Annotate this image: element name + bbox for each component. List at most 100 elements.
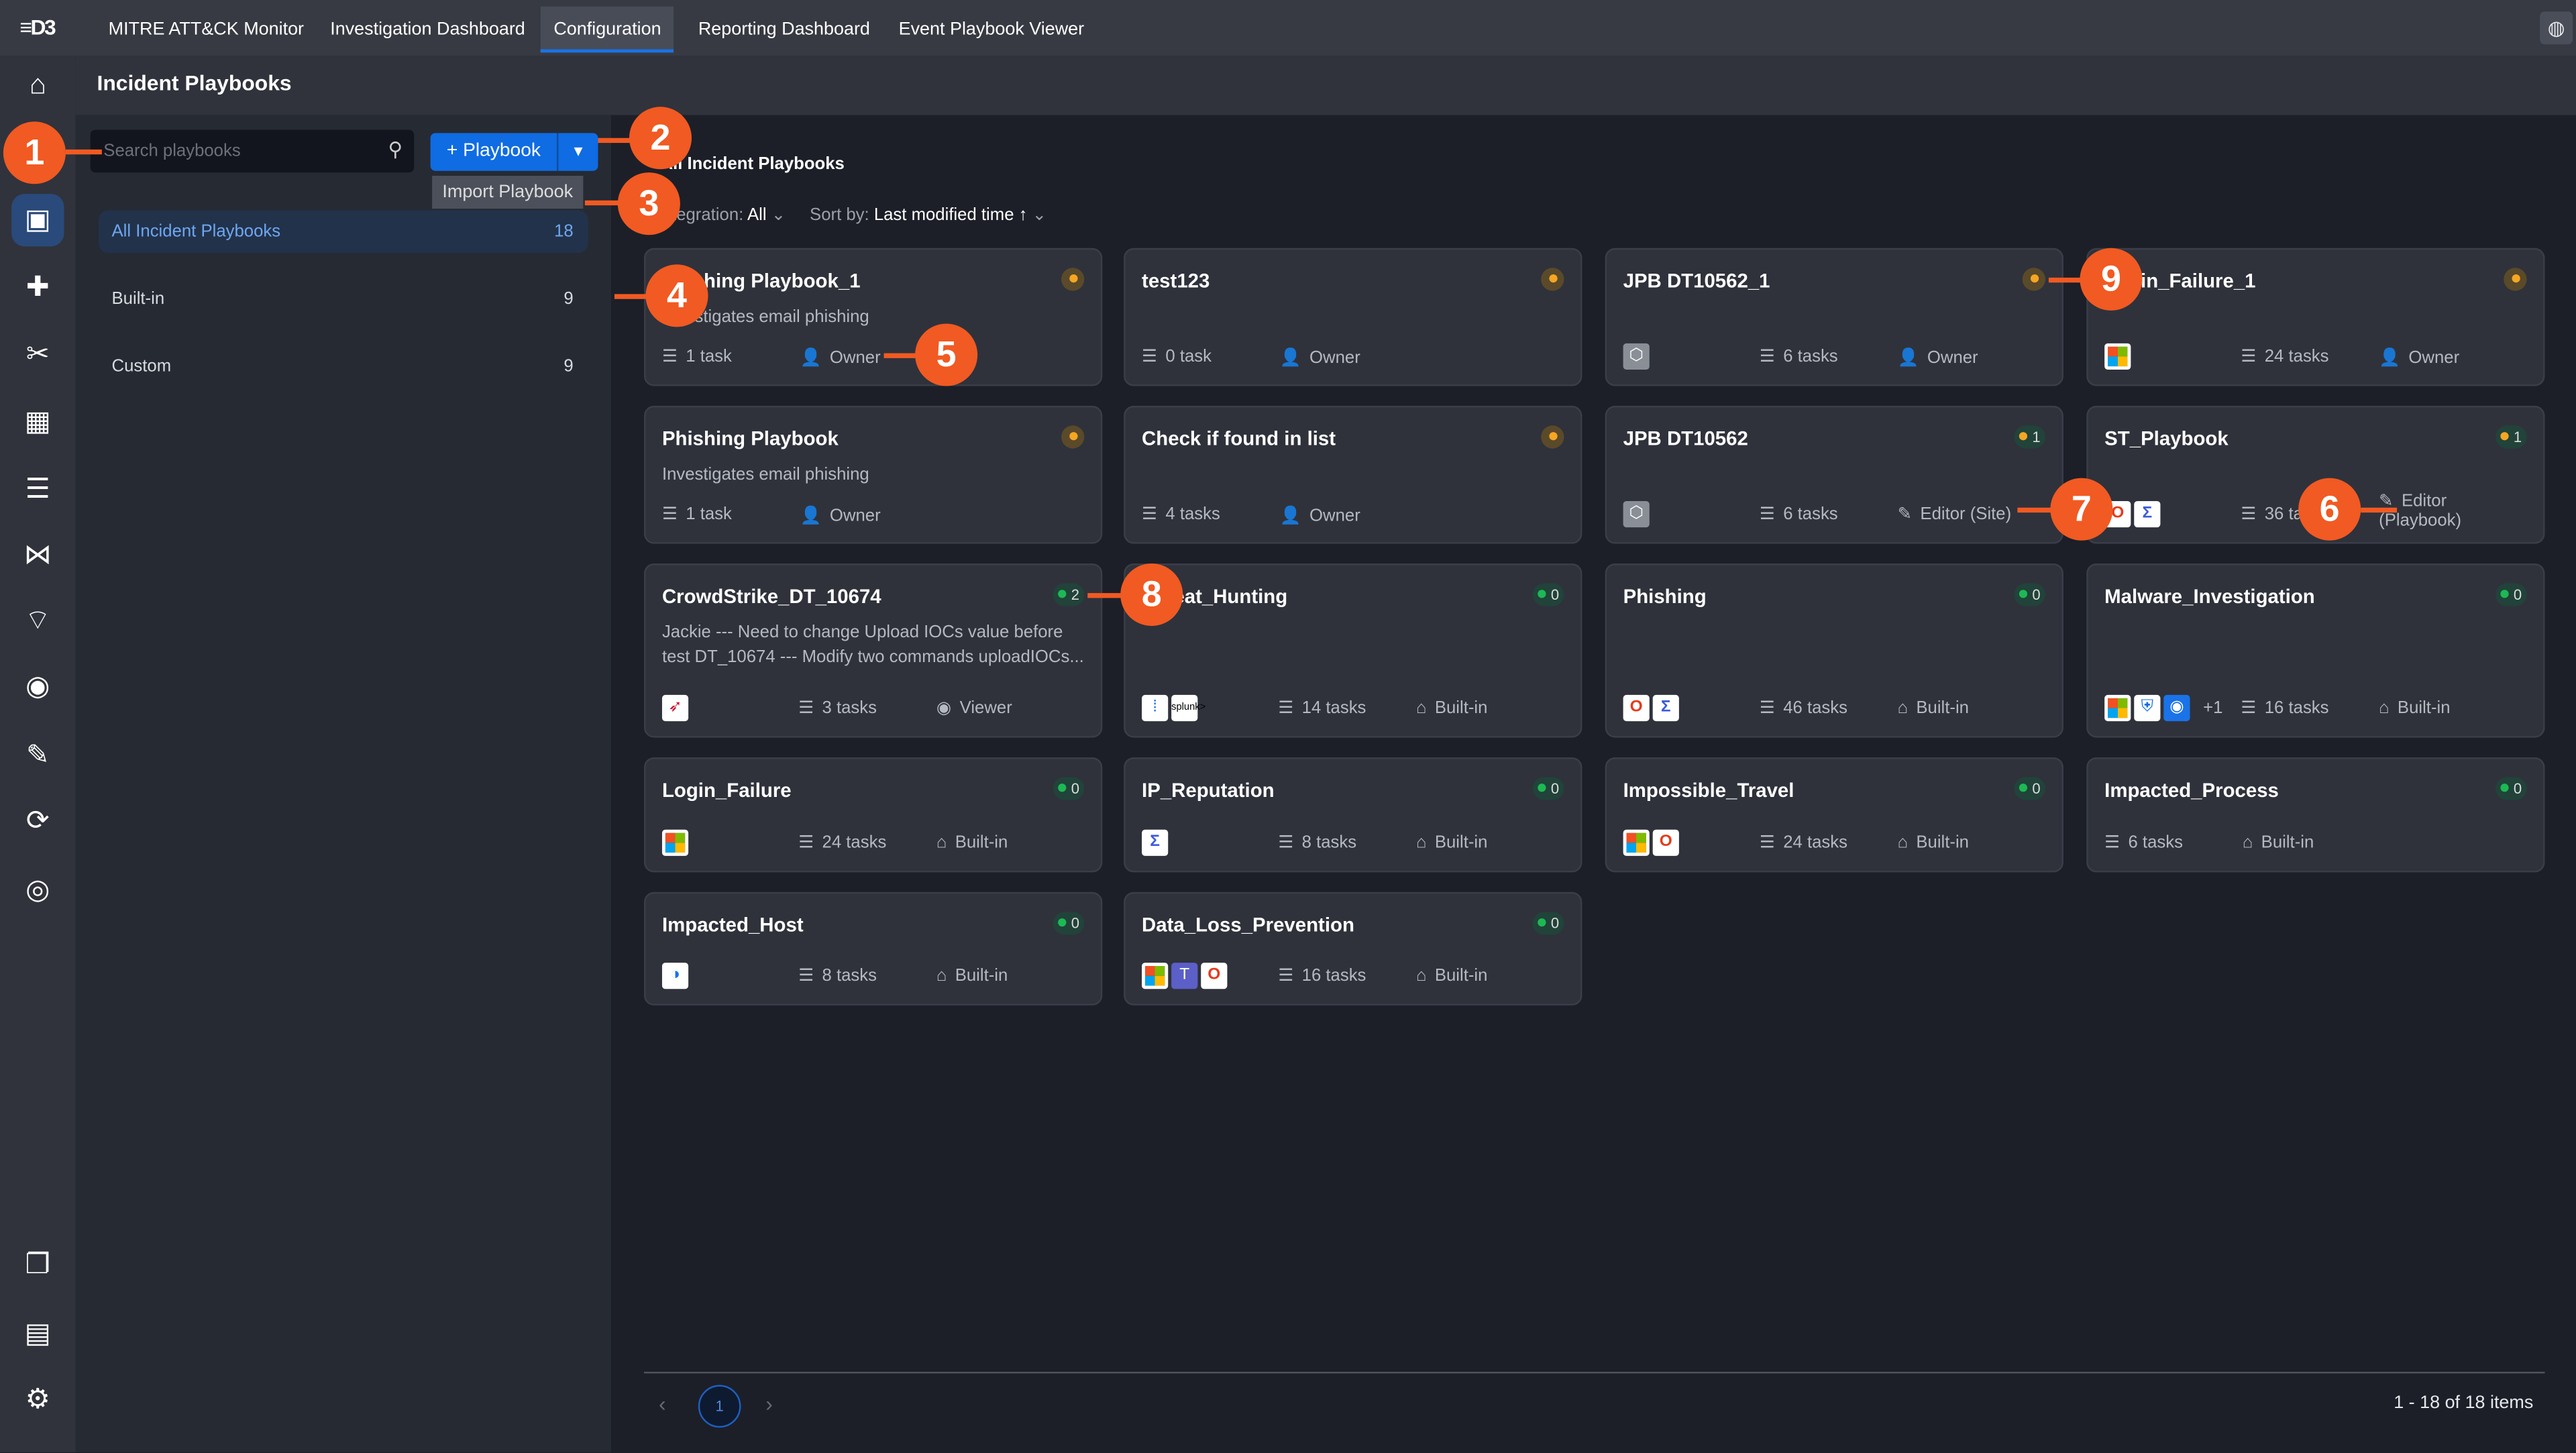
folder-user-icon[interactable]: ▤ xyxy=(24,1317,51,1349)
playbook-card[interactable]: Threat_Hunting 0 ⁞ splunk> ☰ 14 tasks ⌂ Built-i… xyxy=(1124,563,1582,738)
task-count: ☰ 14 tasks xyxy=(1278,698,1366,718)
sort-filter[interactable]: Sort by: Last modified time ↑ ⌄ xyxy=(810,205,1047,225)
search-input[interactable] xyxy=(100,140,378,163)
playbook-card[interactable]: Impacted_Host 0 ◑ ☰ 8 tasks ⌂ Built-in xyxy=(644,892,1103,1006)
badge-count: 0 xyxy=(1550,586,1560,603)
playbook-card[interactable]: Data_Loss_Prevention 0 T O ☰ 16 tasks ⌂ Built-i… xyxy=(1124,892,1582,1006)
add-dropdown-button[interactable]: ▼ xyxy=(557,133,598,171)
role: ✎ Editor (Site) xyxy=(1898,504,2012,524)
card-footer: ☰ 1 task 👤 Owner xyxy=(662,501,1087,531)
playbook-card[interactable]: Impacted_Process 0 ☰ 6 tasks ⌂ Built-in xyxy=(2086,757,2545,873)
globe-icon[interactable]: ◍ xyxy=(2540,11,2573,45)
tools-icon[interactable]: ✂ xyxy=(25,338,50,370)
microsoft-logo xyxy=(661,829,689,856)
role-text: Built-in xyxy=(2397,698,2451,718)
badge-count: 0 xyxy=(2032,780,2041,797)
task-count-text: 6 tasks xyxy=(2128,832,2183,853)
playbook-card[interactable]: JPB DT10562_1 ⬡ ☰ 6 tasks 👤 Owner xyxy=(1605,248,2063,386)
playbook-card[interactable]: Phishing Playbook_1 Investigates email ph… xyxy=(644,248,1103,386)
task-count-text: 6 tasks xyxy=(1783,346,1838,367)
tab-investigation-dashboard[interactable]: Investigation Dashboard xyxy=(330,19,525,40)
built-in-icon: ⌂ xyxy=(2242,832,2253,853)
playbook-name: CrowdStrike_DT_10674 xyxy=(661,584,881,608)
tasks-icon: ☰ xyxy=(1759,832,1775,853)
microsoft-logo xyxy=(2104,694,2131,722)
playbook-card[interactable]: IP_Reputation 0 Σ ☰ 8 tasks ⌂ Built-in xyxy=(1124,757,1582,873)
home-icon[interactable]: ⌂ xyxy=(29,68,46,101)
status-dot xyxy=(2511,274,2520,283)
edit-icon[interactable]: ✎ xyxy=(25,739,50,771)
role-text: Built-in xyxy=(1434,966,1488,986)
task-count-text: 16 tasks xyxy=(1301,966,1366,986)
calendar-icon[interactable]: ▦ xyxy=(24,405,51,437)
playbook-card[interactable]: Impossible_Travel 0 O ☰ 24 tasks ⌂ Built-in xyxy=(1605,757,2063,873)
status-dot xyxy=(2019,784,2028,792)
tasks-icon: ☰ xyxy=(798,966,814,986)
playbook-name: JPB DT10562 xyxy=(1623,427,1748,451)
category-built-in[interactable]: Built-in 9 xyxy=(99,278,588,321)
fingerprint-icon[interactable]: ◎ xyxy=(25,873,50,906)
playbook-card[interactable]: Phishing 0 O Σ ☰ 46 tasks ⌂ Built-in xyxy=(1605,563,2063,738)
tab-reporting-dashboard[interactable]: Reporting Dashboard xyxy=(698,19,870,40)
puzzle-icon[interactable]: ✚ xyxy=(25,271,50,303)
playbook-name: IP_Reputation xyxy=(1142,778,1275,802)
task-count: ☰ 24 tasks xyxy=(1760,833,1847,853)
playbook-name: Phishing Playbook xyxy=(661,427,839,451)
category-count: 9 xyxy=(564,356,574,376)
playbook-card[interactable]: CrowdStrike_DT_10674 Jackie --- Need to c… xyxy=(644,563,1103,738)
playbook-card[interactable]: Malware_Investigation 0 ⛨ ◉ +1 ☰ 16 tasks ⌂ Buil… xyxy=(2086,563,2545,738)
import-playbook-menu-item[interactable]: Import Playbook xyxy=(432,176,584,209)
search-icon[interactable]: ⚲ xyxy=(388,138,403,162)
page-1-button[interactable]: 1 xyxy=(698,1385,741,1428)
built-in-icon: ⌂ xyxy=(1897,832,1909,853)
card-footer: ☰ 4 tasks 👤 Owner xyxy=(1142,501,1567,531)
status-badge: 0 xyxy=(2495,777,2527,800)
playbook-name: ST_Playbook xyxy=(2104,427,2229,451)
cube-logo: ⬡ xyxy=(1623,500,1650,528)
status-badge: 2 xyxy=(1053,583,1085,606)
task-count-text: 0 task xyxy=(1165,346,1212,367)
role-text: Built-in xyxy=(2261,832,2314,853)
status-badge: 0 xyxy=(2014,583,2046,606)
tasks-icon: ☰ xyxy=(1278,966,1294,986)
playbook-card[interactable]: Check if found in list ☰ 4 tasks 👤 Owner xyxy=(1124,405,1582,544)
playbook-card[interactable]: Phishing Playbook Investigates email phis… xyxy=(644,405,1103,544)
category-all-incident-playbooks[interactable]: All Incident Playbooks 18 xyxy=(98,210,588,254)
tab-event-playbook-viewer[interactable]: Event Playbook Viewer xyxy=(898,19,1085,40)
copy-icon[interactable]: ❐ xyxy=(25,1248,51,1280)
next-page-button[interactable]: › xyxy=(765,1391,773,1417)
role: ⌂ Built-in xyxy=(2243,833,2314,853)
tasks-icon: ☰ xyxy=(2104,832,2121,853)
category-custom[interactable]: Custom 9 xyxy=(99,345,588,388)
office-logo: O xyxy=(1201,963,1228,989)
integration-logos: ➶ xyxy=(661,694,689,722)
playbook-card[interactable]: Login_Failure 0 ☰ 24 tasks ⌂ Built-in xyxy=(644,757,1103,873)
playbook-name: Login_Failure xyxy=(661,778,792,802)
graph-icon[interactable]: ⋈ xyxy=(23,539,52,570)
annotation-marker: 3 xyxy=(617,172,680,235)
microsoft-logo xyxy=(1623,829,1650,856)
add-playbook-button[interactable]: + Playbook xyxy=(430,133,557,171)
status-badge xyxy=(2022,268,2046,291)
user-icon: 👤 xyxy=(800,506,822,526)
playbook-icon[interactable]: ▣ xyxy=(11,193,64,247)
integration-logos xyxy=(661,829,689,856)
playbook-card[interactable]: test123 ☰ 0 task 👤 Owner xyxy=(1124,248,1582,386)
playbook-card[interactable]: JPB DT10562 1 ⬡ ☰ 6 tasks ✎ Editor (Site) xyxy=(1605,405,2063,544)
page-title: Incident Playbooks xyxy=(97,70,292,96)
sync-icon[interactable]: ⟳ xyxy=(25,805,50,837)
status-dot xyxy=(1069,432,1077,441)
tab-mitre-att-ck-monitor[interactable]: MITRE ATT&CK Monitor xyxy=(108,19,305,40)
playbook-name: Impossible_Travel xyxy=(1623,778,1794,802)
gear-icon[interactable]: ⚙ xyxy=(25,1383,51,1415)
database-icon[interactable]: ☰ xyxy=(25,473,51,504)
card-footer: ➶ ☰ 3 tasks ◉ Viewer xyxy=(661,694,1087,724)
role-text: Owner xyxy=(1927,348,1978,368)
antenna-icon[interactable]: ⌔ xyxy=(24,604,51,636)
globe-user-icon[interactable]: ◉ xyxy=(25,670,50,702)
status-dot xyxy=(2500,590,2509,598)
prev-page-button[interactable]: ‹ xyxy=(659,1391,666,1417)
tab-configuration[interactable]: Configuration xyxy=(540,6,675,53)
playbook-card[interactable]: Login_Failure_1 ☰ 24 tasks 👤 Owner xyxy=(2086,248,2545,386)
